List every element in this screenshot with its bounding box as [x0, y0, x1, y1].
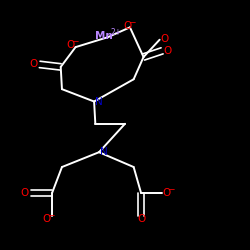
Text: O: O: [30, 60, 38, 70]
Text: −: −: [47, 210, 54, 220]
Text: O: O: [21, 188, 29, 198]
Text: O: O: [162, 188, 171, 198]
Text: O: O: [123, 20, 132, 30]
Text: O: O: [66, 40, 74, 50]
Text: N: N: [100, 147, 107, 157]
Text: Mn: Mn: [95, 32, 113, 42]
Text: −: −: [167, 184, 175, 193]
Text: −: −: [128, 17, 136, 26]
Text: 2+: 2+: [110, 28, 121, 37]
Text: N: N: [95, 96, 102, 106]
Text: −: −: [70, 36, 78, 46]
Text: O: O: [138, 214, 146, 224]
Text: O: O: [160, 34, 169, 44]
Text: O: O: [164, 46, 172, 56]
Text: O: O: [42, 214, 50, 224]
